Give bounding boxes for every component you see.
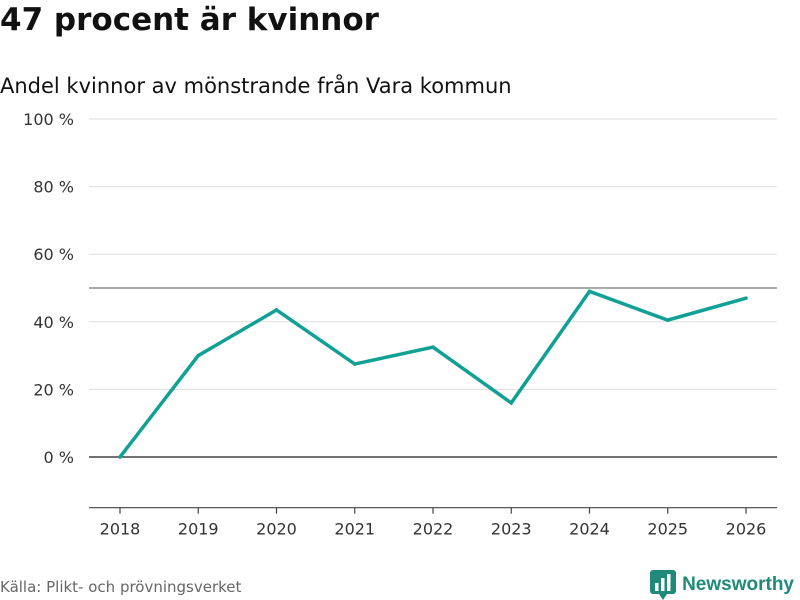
y-tick-label: 80 %	[33, 178, 74, 197]
x-tick-label: 2024	[569, 520, 610, 539]
x-tick-label: 2022	[413, 520, 454, 539]
data-point	[118, 455, 122, 459]
data-point	[744, 296, 748, 300]
data-point	[665, 318, 670, 322]
chart-subtitle: Andel kvinnor av mönstrande från Vara ko…	[0, 74, 512, 98]
x-tick-label: 2025	[647, 520, 688, 539]
series-line	[118, 289, 747, 459]
series-lines	[118, 289, 748, 459]
chart-title: 47 procent är kvinnor	[0, 2, 379, 38]
y-tick-label: 100 %	[23, 110, 74, 129]
x-tick-label: 2018	[100, 520, 141, 539]
bar-chart-logo-icon	[650, 570, 677, 600]
x-tick-label: 2026	[726, 520, 767, 539]
data-point	[352, 362, 357, 366]
data-point	[274, 308, 279, 312]
x-tick-label: 2020	[256, 520, 297, 539]
brand-logo[interactable]: Newsworthy	[650, 570, 794, 600]
data-point	[509, 401, 514, 405]
reference-lines	[89, 287, 777, 458]
data-point	[587, 289, 592, 294]
y-tick-label: 40 %	[33, 313, 74, 332]
x-tick-label: 2023	[491, 520, 532, 539]
x-axis-ticks: 2018 2019 2020 2021 2022 2023 2024 2025 2026	[89, 507, 777, 539]
data-point	[196, 353, 201, 358]
x-tick-label: 2021	[334, 520, 375, 539]
y-tick-label: 20 %	[33, 380, 74, 399]
x-tick-label: 2019	[178, 520, 219, 539]
data-point	[431, 345, 435, 349]
y-tick-label: 0 %	[44, 448, 74, 467]
y-tick-label: 60 %	[33, 245, 74, 264]
source-note: Källa: Plikt- och prövningsverket	[0, 578, 242, 596]
y-axis-ticks: 0 % 20 % 40 % 60 % 80 % 100 %	[23, 110, 74, 467]
grid-lines	[89, 118, 777, 390]
brand-name: Newsworthy	[682, 574, 794, 595]
